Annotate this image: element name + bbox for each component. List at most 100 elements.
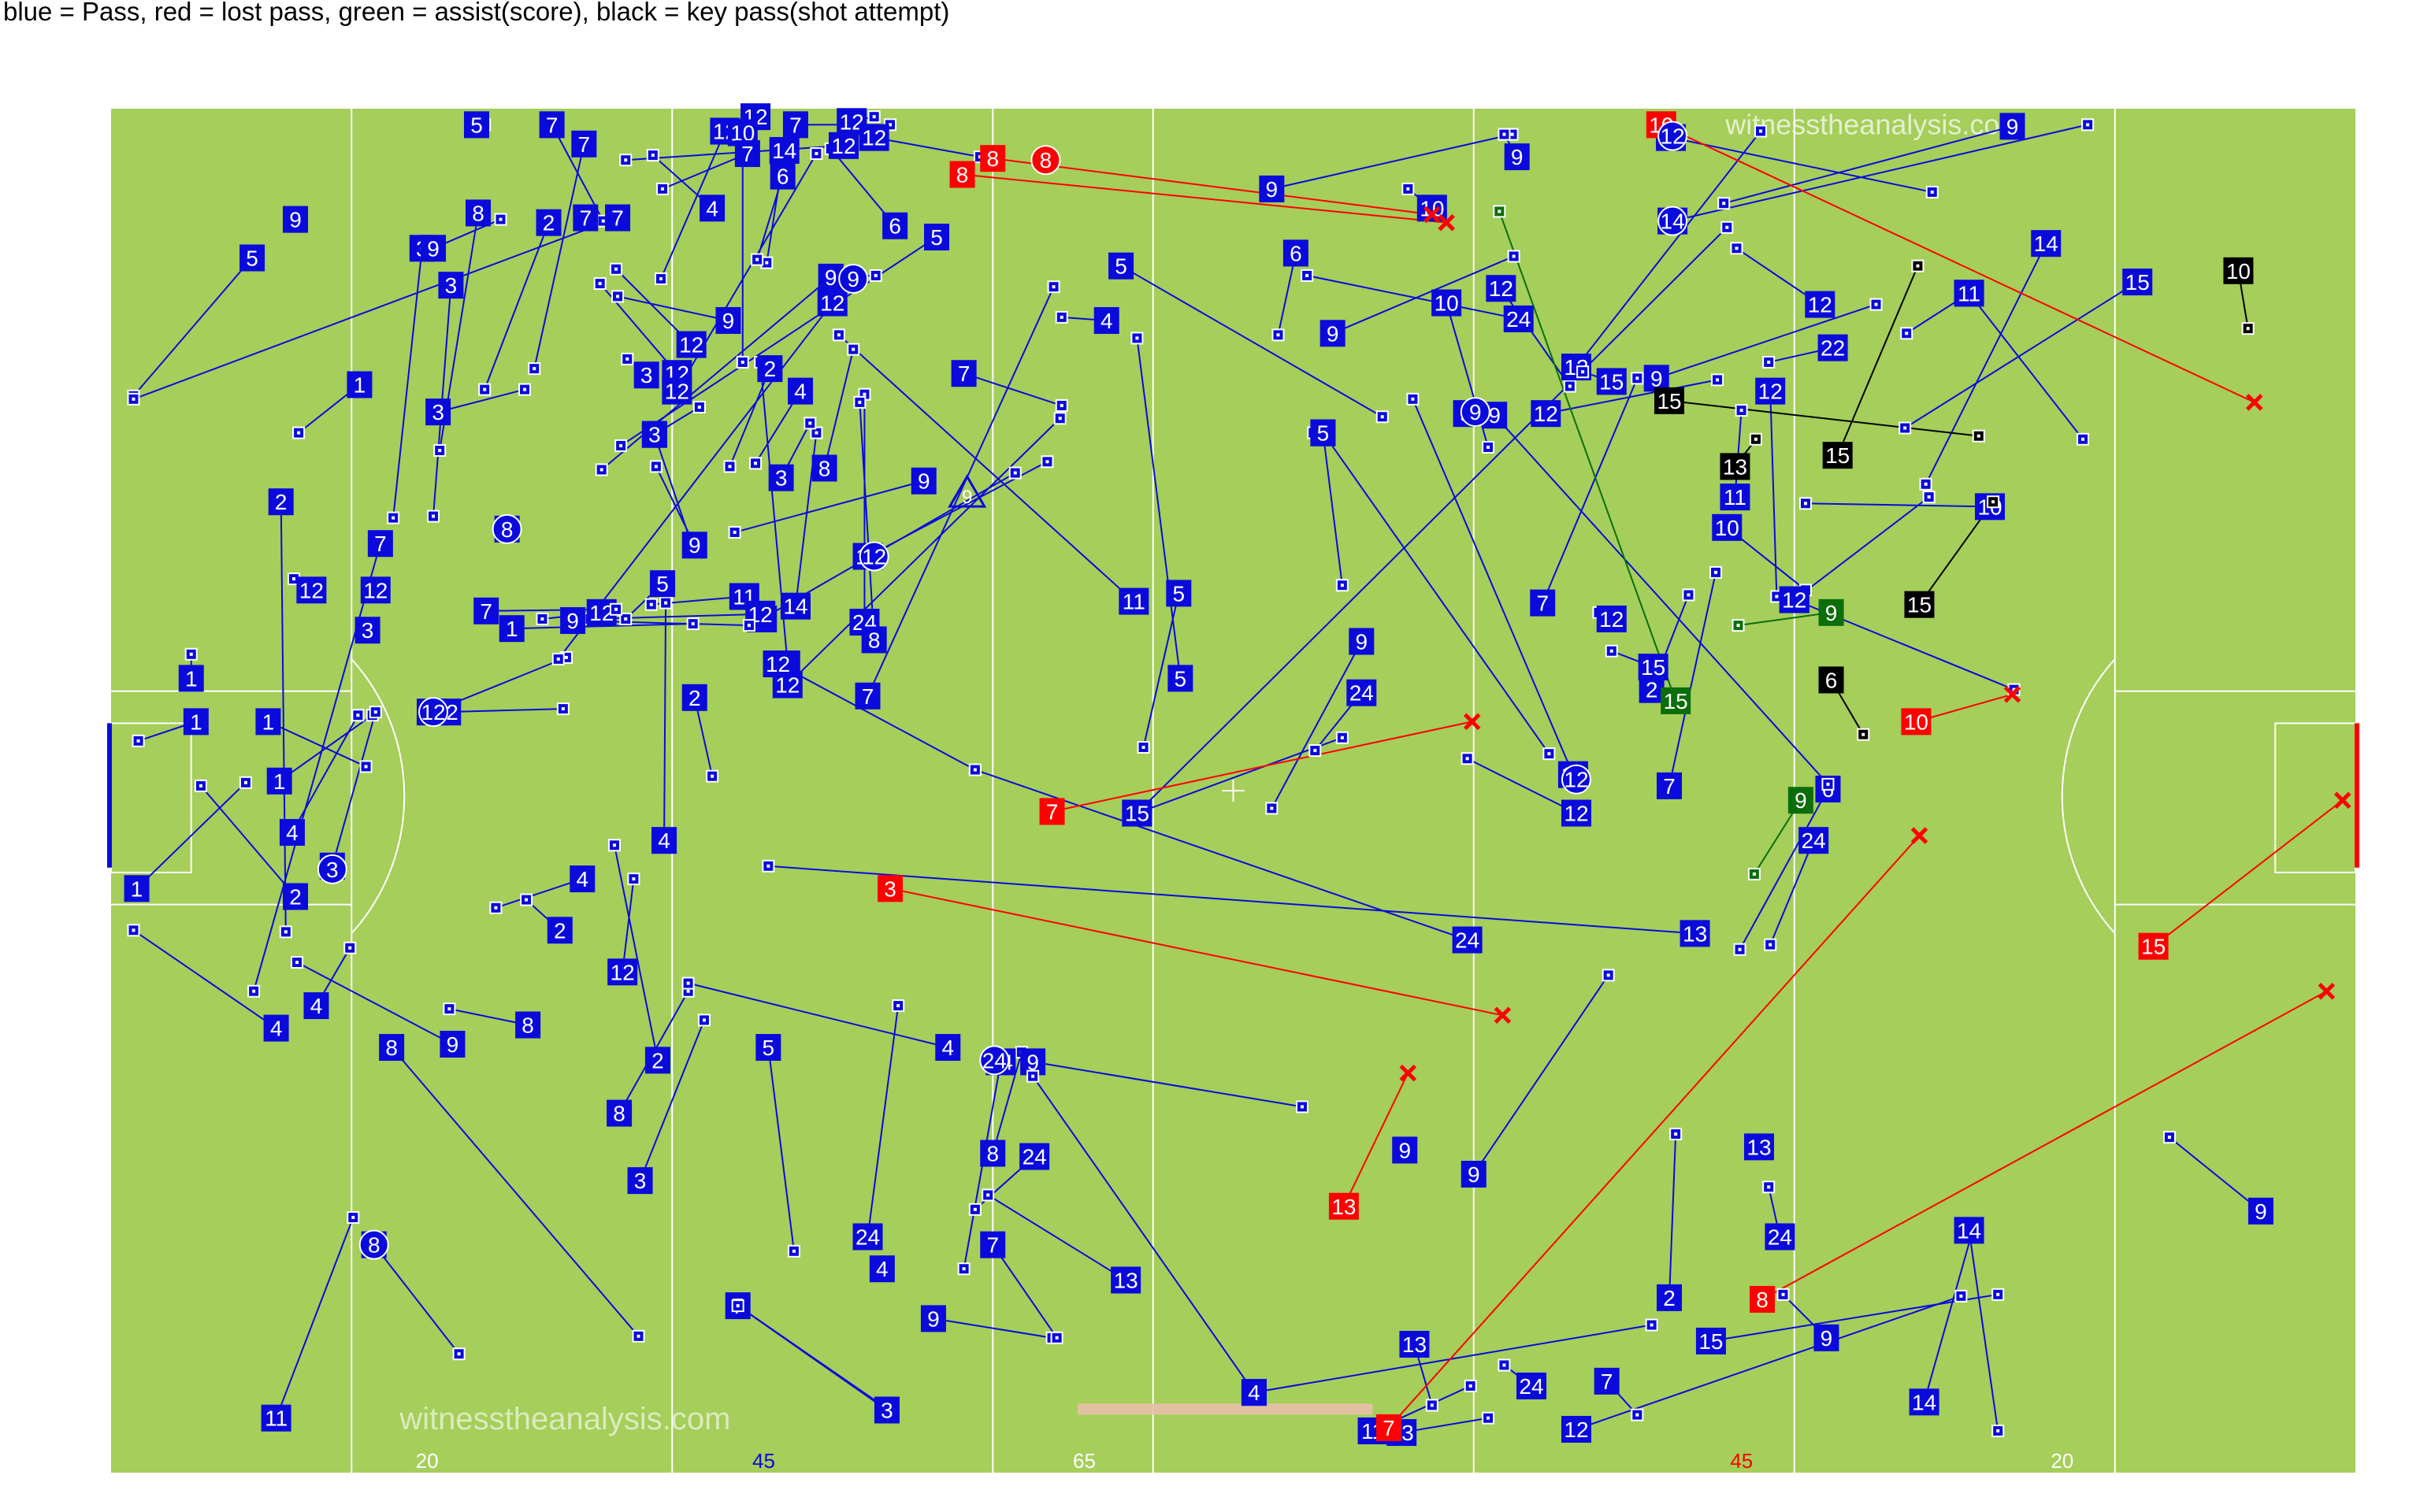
series-0-pass-35-line	[622, 878, 635, 973]
series-0-pass-7-label-text: 7	[578, 132, 591, 157]
series-0-pass-2-end-core	[392, 516, 395, 520]
series-0-pass-53-label-text: 4	[1248, 1380, 1260, 1405]
series-0-pass-139-end-core	[561, 707, 565, 711]
series-1-pass-4-label-box	[878, 875, 904, 902]
series-0-pass-105-label-box	[1712, 513, 1743, 541]
series-0-pass-35-label-box	[607, 958, 638, 986]
series-3-pass-2-end-core	[1916, 264, 1920, 268]
series-0-pass-138-line	[511, 623, 693, 630]
series-0-pass-118-label-box	[1779, 586, 1809, 613]
series-0-pass-49-line	[987, 1194, 1126, 1281]
series-1-pass-4-line	[889, 888, 1503, 1017]
series-0-pass-20-label-box	[266, 767, 292, 795]
series-0-pass-91-end-core	[1512, 254, 1516, 258]
series-0-pass-123-end-core	[1411, 397, 1415, 401]
series-0-pass-40-label-box	[935, 1034, 961, 1062]
series-0-pass-0-label-box	[283, 206, 309, 233]
series-0-pass-100-line	[1576, 130, 1761, 368]
series-0-pass-107-line	[1794, 496, 1930, 601]
series-0-pass-94-label-box	[1504, 143, 1530, 171]
series-0-pass-6-label-box	[539, 111, 565, 139]
series-0-pass-39-end-core	[792, 1249, 796, 1253]
series-0-pass-112-label-box	[1954, 280, 1984, 307]
series-0-pass-66-label-box	[1657, 1284, 1683, 1311]
series-0-pass-11-end-core	[523, 387, 527, 391]
series-0-pass-30-line	[275, 1217, 354, 1419]
series-0-pass-131-label-text: 14	[783, 595, 807, 619]
series-0-pass-156-label-text: 8	[818, 456, 831, 480]
series-0-pass-121-label-text: 7	[1663, 774, 1676, 799]
series-0-pass-98-label-box	[1503, 305, 1534, 332]
series-0-pass-150-label-box	[641, 421, 667, 448]
marker-11-text: 9	[847, 267, 859, 291]
series-0-pass-4-label-box	[463, 111, 489, 139]
series-0-pass-108-line	[1805, 502, 1991, 508]
series-0-pass-101-label-text: 12	[1534, 402, 1558, 426]
series-0-pass-160-line	[620, 236, 937, 447]
series-0-pass-162-label-text: 7	[789, 113, 802, 137]
series-0-pass-138-end-core	[691, 622, 695, 626]
series-3-pass-5-label-text: 10	[2226, 259, 2251, 284]
series-0-pass-1-label-box	[239, 244, 265, 272]
series-0-pass-62-end-core	[1996, 1292, 2000, 1296]
series-0-pass-132-end-core	[649, 602, 653, 606]
marker-2-text: 14	[1661, 209, 1685, 234]
series-0-pass-146-label-box	[633, 361, 659, 389]
series-0-pass-42-label-text: 4	[876, 1257, 889, 1281]
series-0-pass-37-label-text: 8	[613, 1102, 625, 1126]
series-0-pass-23-label-box	[124, 875, 150, 902]
series-0-pass-40-end-core	[686, 981, 690, 985]
series-0-pass-152-end-core	[654, 465, 658, 469]
marker-0-text: 8	[1040, 148, 1052, 172]
series-0-pass-151-end-core	[616, 295, 620, 298]
x-tick-label-4: 20	[2051, 1449, 2073, 1473]
series-0-pass-63-label-box	[1813, 1324, 1839, 1351]
series-0-pass-114-end-core	[1903, 426, 1907, 430]
series-0-pass-39-line	[767, 1047, 795, 1251]
series-0-pass-20-label-text: 1	[273, 769, 286, 794]
chart-title: blue = Pass, red = lost pass, green = as…	[3, 0, 950, 26]
series-0-pass-161-label-box	[882, 212, 908, 239]
series-0-pass-148-end-core	[815, 152, 818, 156]
series-0-pass-108-end-core	[1803, 502, 1807, 506]
series-0-pass-140-end-core	[564, 655, 568, 659]
series-0-pass-7-line	[533, 143, 585, 369]
series-0-pass-33-end-core	[494, 906, 498, 910]
series-0-pass-73-label-box	[1452, 926, 1483, 954]
series-0-pass-170-label-text: 7	[741, 142, 754, 166]
series-0-pass-154-label-text: 4	[794, 380, 807, 404]
series-0-pass-32-label-text: 4	[658, 828, 670, 853]
series-0-pass-47-label-box	[1019, 1143, 1050, 1170]
series-0-pass-160-end-core	[619, 443, 623, 447]
series-0-pass-137-end-core	[614, 607, 618, 611]
series-0-pass-43-line	[933, 1317, 1052, 1339]
series-0-pass-32-label-box	[651, 827, 677, 854]
series-1-pass-9-end	[1910, 827, 1928, 844]
series-0-pass-38-label-box	[627, 1167, 653, 1195]
series-0-pass-165-label-box	[859, 124, 889, 151]
watermark-bottom: witnesstheanalysis.com	[399, 1402, 730, 1436]
series-0-pass-154-label-box	[788, 377, 814, 405]
series-0-pass-106-label-box	[1755, 377, 1786, 405]
series-0-pass-122-end-core	[1826, 782, 1830, 786]
series-0-pass-91-label-box	[1319, 320, 1345, 347]
series-0-pass-15-label-box	[296, 576, 327, 604]
series-2-pass-2-label-box	[1818, 598, 1844, 626]
series-0-pass-33-label-text: 4	[577, 867, 589, 891]
series-1-pass-0-label-text: 8	[956, 163, 969, 187]
right-arc	[2061, 658, 2116, 935]
series-0-pass-51-line	[1032, 1061, 1303, 1108]
series-3-pass-5-end-core	[2246, 327, 2250, 331]
series-0-pass-88-label-box	[951, 360, 977, 387]
series-1-pass-5-line	[1343, 1073, 1409, 1207]
series-1-pass-7-line	[2152, 799, 2344, 947]
series-0-pass-103-line	[1656, 303, 1876, 380]
series-0-pass-121-label-box	[1657, 772, 1683, 799]
series-0-pass-66-end-core	[1674, 1132, 1678, 1136]
series-1-pass-9-line	[1388, 835, 1921, 1429]
series-1-pass-8-label-box	[1750, 1285, 1776, 1313]
series-0-pass-97-label-box	[1486, 275, 1516, 302]
series-0-pass-87-end-core	[733, 530, 737, 534]
series-0-pass-163-end-core	[624, 158, 628, 162]
series-0-pass-78-label-text: 24	[1349, 681, 1374, 706]
